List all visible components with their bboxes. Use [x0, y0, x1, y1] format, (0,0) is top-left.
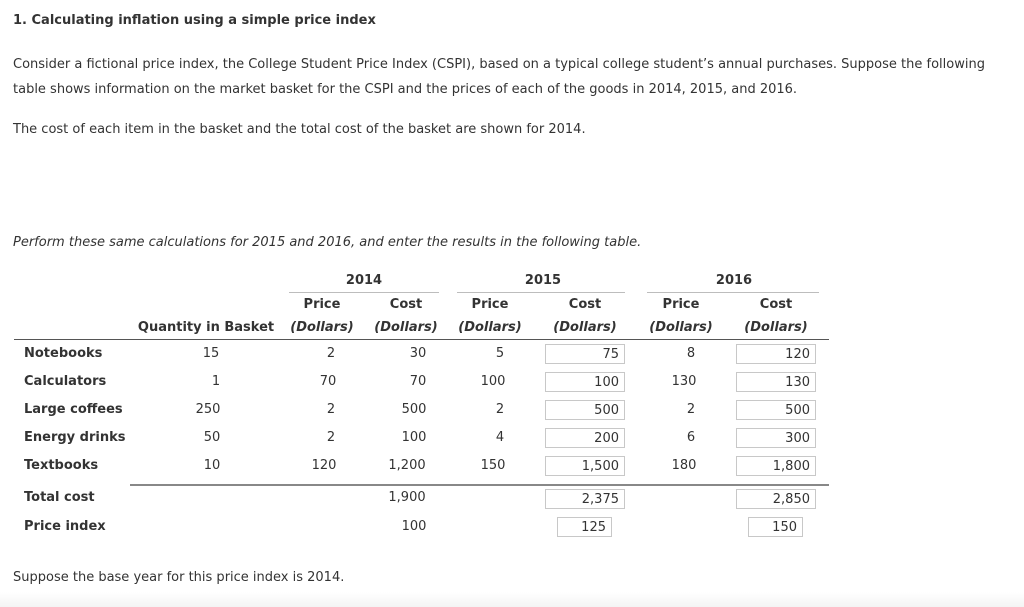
- header-dollars: (Dollars): [290, 320, 354, 335]
- cost-2016-input[interactable]: [736, 344, 816, 364]
- header-dollars: (Dollars): [458, 320, 522, 335]
- header-cost-2015: Cost: [568, 297, 602, 312]
- page-bottom-fade: [0, 592, 1024, 607]
- cost-2014-cell: 70: [409, 374, 427, 389]
- year-underline-2014: [289, 292, 439, 293]
- header-quantity: Quantity in Basket: [137, 320, 275, 335]
- index-2015-input[interactable]: [557, 517, 612, 537]
- header-price-2016: Price: [662, 297, 700, 312]
- instructions: Perform these same calculations for 2015…: [13, 235, 642, 250]
- price-2015-cell: 4: [495, 430, 505, 445]
- header-cost-2014: Cost: [389, 297, 423, 312]
- header-price-2015: Price: [471, 297, 509, 312]
- header-rule: [14, 339, 829, 340]
- year-header-2015: 2015: [524, 273, 562, 288]
- index-2016-input[interactable]: [748, 517, 803, 537]
- cost-2015-input[interactable]: [545, 372, 625, 392]
- row-label-total-cost: Total cost: [24, 490, 95, 505]
- price-2015-cell: 100: [480, 374, 506, 389]
- price-2016-cell: 6: [686, 430, 696, 445]
- cost-2014-cell: 100: [401, 430, 427, 445]
- header-dollars: (Dollars): [649, 320, 713, 335]
- price-2014-cell: 2: [326, 402, 336, 417]
- price-2014-cell: 2: [326, 430, 336, 445]
- price-2016-cell: 130: [671, 374, 697, 389]
- qty-cell: 15: [202, 346, 220, 361]
- price-2014-cell: 120: [311, 458, 337, 473]
- total-rule: [130, 484, 829, 486]
- cost-2014-cell: 500: [401, 402, 427, 417]
- cost-2016-input[interactable]: [736, 456, 816, 476]
- price-2015-cell: 5: [495, 346, 505, 361]
- base-year-note: Suppose the base year for this price ind…: [13, 570, 345, 585]
- cost-2016-input[interactable]: [736, 372, 816, 392]
- header-dollars: (Dollars): [374, 320, 438, 335]
- price-2016-cell: 180: [671, 458, 697, 473]
- price-index-table: 2014 2015 2016 Price Cost Price Cost Pri…: [14, 273, 829, 537]
- intro-paragraph: Consider a fictional price index, the Co…: [13, 57, 985, 97]
- question-title: 1. Calculating inflation using a simple …: [13, 13, 376, 28]
- row-label-textbooks: Textbooks: [24, 458, 99, 473]
- price-2015-cell: 2: [495, 402, 505, 417]
- header-dollars: (Dollars): [744, 320, 808, 335]
- index-2014-cell: 100: [401, 519, 427, 534]
- cost-2014-cell: 1,200: [388, 458, 426, 473]
- header-cost-2016: Cost: [759, 297, 793, 312]
- cost-note: The cost of each item in the basket and …: [13, 122, 586, 137]
- qty-cell: 1: [211, 374, 221, 389]
- year-header-2016: 2016: [715, 273, 753, 288]
- year-underline-2015: [457, 292, 625, 293]
- price-2014-cell: 70: [319, 374, 337, 389]
- cost-2015-input[interactable]: [545, 344, 625, 364]
- cost-2015-input[interactable]: [545, 456, 625, 476]
- total-2014-cell: 1,900: [388, 490, 426, 505]
- qty-cell: 250: [195, 402, 221, 417]
- cost-2016-input[interactable]: [736, 428, 816, 448]
- year-underline-2016: [647, 292, 819, 293]
- row-label-notebooks: Notebooks: [24, 346, 103, 361]
- price-2016-cell: 8: [686, 346, 696, 361]
- year-header-2014: 2014: [345, 273, 383, 288]
- row-label-energy-drinks: Energy drinks: [24, 430, 126, 445]
- cost-2016-input[interactable]: [736, 400, 816, 420]
- total-2015-input[interactable]: [545, 489, 625, 509]
- cost-2015-input[interactable]: [545, 400, 625, 420]
- cost-2015-input[interactable]: [545, 428, 625, 448]
- total-2016-input[interactable]: [736, 489, 816, 509]
- price-2015-cell: 150: [480, 458, 506, 473]
- header-price-2014: Price: [303, 297, 341, 312]
- qty-cell: 10: [203, 458, 221, 473]
- price-2016-cell: 2: [686, 402, 696, 417]
- header-dollars: (Dollars): [553, 320, 617, 335]
- cost-2014-cell: 30: [409, 346, 427, 361]
- price-2014-cell: 2: [326, 346, 336, 361]
- row-label-calculators: Calculators: [24, 374, 107, 389]
- row-label-price-index: Price index: [24, 519, 106, 534]
- qty-cell: 50: [203, 430, 221, 445]
- row-label-large-coffees: Large coffees: [24, 402, 123, 417]
